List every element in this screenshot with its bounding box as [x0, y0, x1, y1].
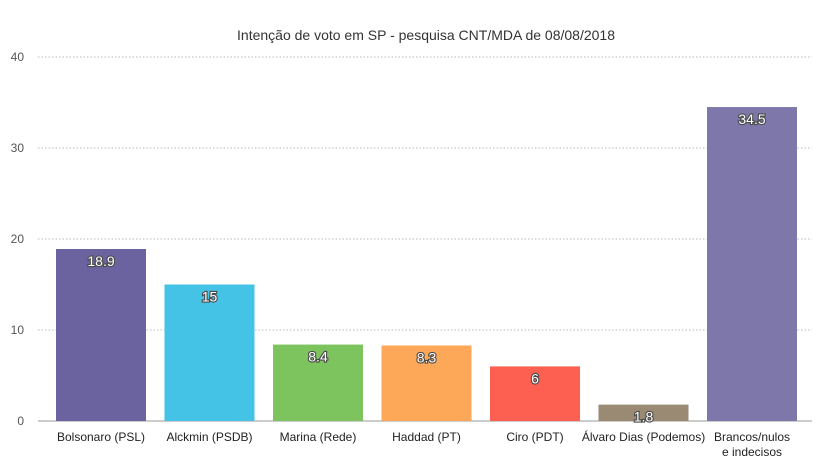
x-tick-label: Álvaro Dias (Podemos) [582, 429, 705, 444]
x-tick-label: Bolsonaro (PSL) [57, 430, 145, 444]
data-label: 18.9 [87, 253, 114, 269]
bars [56, 107, 797, 422]
x-tick-label: Alckmin (PSDB) [166, 430, 252, 444]
data-label: 15 [202, 289, 218, 305]
y-tick-label: 10 [11, 323, 25, 337]
x-tick-label: Ciro (PDT) [506, 430, 563, 444]
y-axis-ticks: 0 10 20 30 40 [11, 50, 25, 428]
chart-title: Intenção de voto em SP - pesquisa CNT/MD… [237, 27, 615, 43]
bar [273, 344, 363, 421]
data-label: 6 [531, 370, 539, 386]
data-label: 1.8 [634, 409, 654, 425]
x-axis-ticks: Bolsonaro (PSL) Alckmin (PSDB) Marina (Red… [57, 429, 790, 459]
bar [164, 284, 255, 421]
y-tick-label: 40 [11, 50, 25, 64]
bar [56, 249, 146, 421]
data-label: 8.3 [417, 349, 437, 365]
data-label: 8.4 [308, 349, 328, 365]
x-tick-label: Brancos/nulos [714, 430, 790, 444]
y-tick-label: 20 [11, 232, 25, 246]
bar [381, 345, 472, 421]
data-label: 34.5 [738, 111, 765, 127]
x-tick-label: e indecisos [722, 445, 782, 459]
bar [598, 404, 689, 421]
data-labels: 18.9 15 8.4 8.3 6 1.8 34.5 [86, 110, 767, 426]
x-tick-label: Haddad (PT) [392, 430, 461, 444]
bar [707, 107, 797, 422]
y-tick-label: 0 [17, 414, 24, 428]
x-tick-label: Marina (Rede) [280, 430, 357, 444]
bar [490, 366, 580, 421]
y-tick-label: 30 [11, 141, 25, 155]
